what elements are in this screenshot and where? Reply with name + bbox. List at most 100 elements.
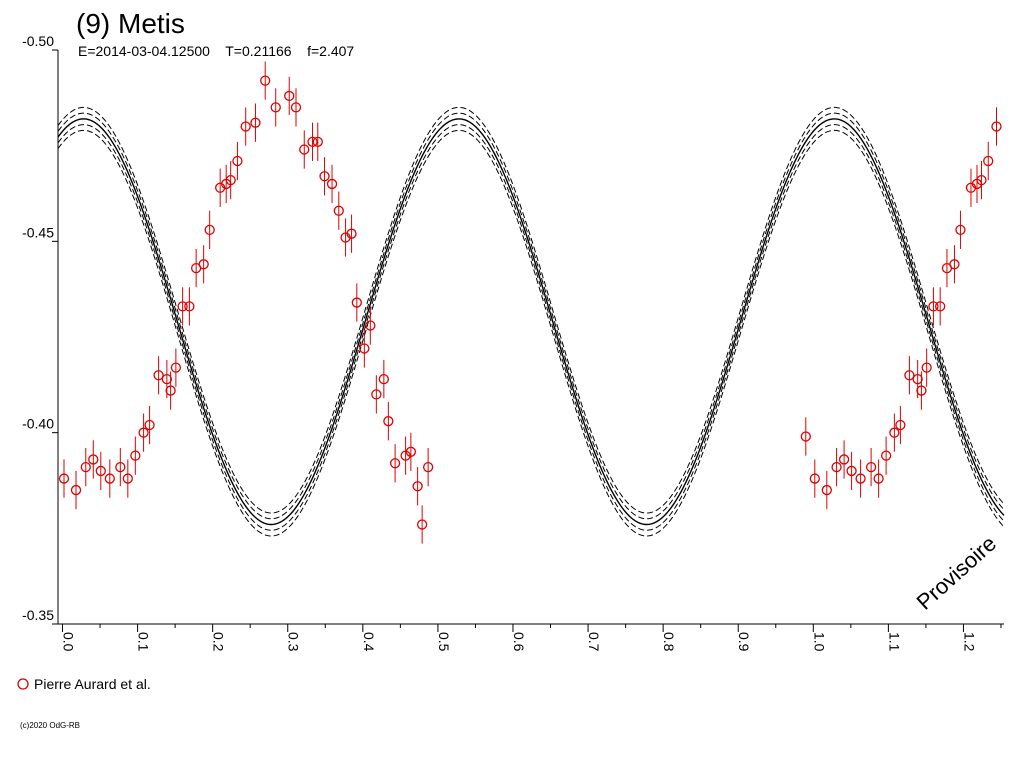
data-point bbox=[359, 329, 370, 368]
data-point bbox=[225, 160, 236, 200]
data-point-marker bbox=[184, 301, 195, 312]
data-point bbox=[904, 356, 915, 395]
data-point-marker bbox=[921, 362, 932, 373]
x-tick-label: 0.4 bbox=[361, 632, 377, 652]
data-point-marker bbox=[70, 484, 82, 496]
data-point-marker bbox=[855, 473, 866, 484]
data-point-marker bbox=[225, 174, 236, 186]
model-envelope-curve bbox=[57, 106, 1005, 514]
copyright-text: (c)2020 OdG-RB bbox=[20, 721, 80, 730]
data-point-marker bbox=[991, 121, 1002, 132]
data-point-marker bbox=[312, 136, 323, 147]
data-point bbox=[260, 61, 271, 100]
legend-marker-circle-icon bbox=[17, 678, 29, 690]
data-point-marker bbox=[976, 174, 987, 186]
data-point-marker bbox=[333, 205, 344, 216]
data-point bbox=[333, 191, 344, 230]
data-point bbox=[416, 505, 428, 544]
axes bbox=[57, 50, 1004, 625]
data-point bbox=[983, 141, 994, 181]
x-tick-label: 1.0 bbox=[811, 632, 827, 652]
data-point bbox=[383, 402, 394, 441]
data-point bbox=[928, 287, 939, 326]
data-point-marker bbox=[115, 461, 126, 473]
data-point bbox=[821, 470, 832, 510]
data-point bbox=[865, 447, 877, 487]
data-point-marker bbox=[821, 484, 832, 496]
data-point-marker bbox=[299, 144, 310, 155]
data-point bbox=[351, 283, 362, 322]
data-point bbox=[422, 447, 434, 487]
data-point bbox=[378, 359, 389, 399]
data-point-marker bbox=[326, 178, 338, 190]
data-point bbox=[319, 157, 330, 196]
data-point bbox=[941, 248, 953, 288]
data-point bbox=[312, 122, 323, 161]
data-point bbox=[153, 356, 164, 395]
data-point-marker bbox=[290, 102, 302, 113]
data-point-marker bbox=[130, 450, 141, 461]
data-point bbox=[976, 160, 987, 200]
data-point-marker bbox=[889, 427, 900, 438]
data-point-marker bbox=[422, 461, 434, 473]
x-tick-label: 0.1 bbox=[136, 632, 152, 652]
data-point-marker bbox=[153, 370, 164, 381]
data-point bbox=[949, 245, 960, 284]
data-point-marker bbox=[284, 90, 295, 102]
data-point bbox=[250, 103, 261, 142]
data-point bbox=[144, 405, 155, 445]
data-point-marker bbox=[95, 465, 106, 477]
data-point-marker bbox=[412, 481, 423, 492]
model-curve bbox=[57, 118, 1005, 526]
data-point bbox=[270, 88, 281, 127]
data-point-marker bbox=[177, 301, 188, 312]
data-point-marker bbox=[800, 431, 811, 442]
data-point bbox=[846, 451, 857, 491]
data-point bbox=[177, 287, 188, 326]
data-point-marker bbox=[270, 102, 281, 113]
data-point-marker bbox=[904, 370, 915, 381]
data-point bbox=[240, 107, 251, 146]
y-tick-label: -0.35 bbox=[22, 607, 54, 623]
data-point-marker bbox=[240, 121, 251, 132]
data-point bbox=[204, 210, 215, 249]
data-point-marker bbox=[895, 419, 906, 431]
data-point bbox=[371, 375, 382, 414]
data-point-marker bbox=[873, 473, 884, 484]
data-point-marker bbox=[161, 373, 173, 385]
data-point bbox=[232, 141, 243, 181]
x-tick-label: 0.6 bbox=[511, 632, 527, 652]
data-point-marker bbox=[809, 473, 820, 484]
x-tick-label: 1.2 bbox=[961, 632, 977, 652]
data-point bbox=[165, 371, 176, 410]
data-point-marker bbox=[880, 450, 892, 461]
model-curves bbox=[57, 106, 1005, 537]
data-point-marker bbox=[928, 301, 939, 312]
model-envelope-curve bbox=[57, 112, 1005, 520]
y-tick-label: -0.40 bbox=[22, 416, 54, 432]
data-point-marker bbox=[165, 385, 176, 396]
data-point-marker bbox=[935, 301, 946, 312]
data-point-marker bbox=[351, 297, 362, 308]
data-point bbox=[130, 436, 141, 475]
x-tick-label: 0.7 bbox=[586, 632, 602, 652]
data-point-marker bbox=[170, 362, 182, 373]
data-point-marker bbox=[359, 343, 370, 354]
chart-subtitle: E=2014-03-04.12500 T=0.21166 f=2.407 bbox=[78, 43, 354, 59]
legend: Pierre Aurard et al. bbox=[17, 676, 151, 692]
data-point bbox=[299, 130, 310, 169]
data-point-marker bbox=[88, 454, 99, 465]
data-point bbox=[405, 432, 417, 471]
data-point bbox=[104, 459, 115, 498]
data-points bbox=[58, 61, 1002, 544]
model-envelope-curve bbox=[57, 124, 1005, 531]
data-point-marker bbox=[949, 259, 960, 270]
data-point-marker bbox=[912, 373, 923, 385]
data-point bbox=[809, 459, 820, 498]
y-axis-ticks: -0.50 -0.45 -0.40 -0.35 bbox=[22, 33, 58, 625]
x-tick-label: 0.0 bbox=[61, 632, 77, 652]
data-point bbox=[873, 459, 884, 498]
x-tick-label: 0.3 bbox=[286, 632, 302, 652]
data-point-marker bbox=[260, 75, 271, 86]
